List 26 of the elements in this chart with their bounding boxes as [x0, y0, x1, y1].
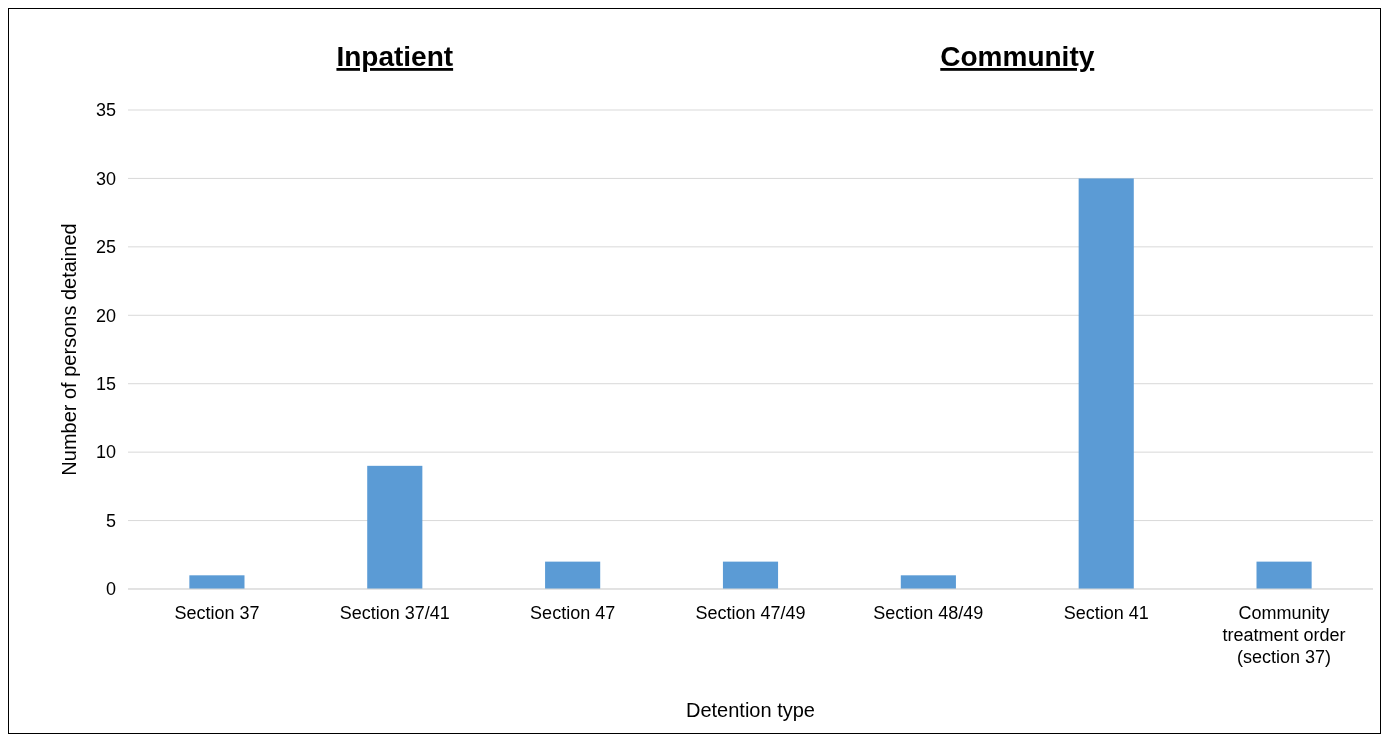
- x-tick-label: Section 37/41: [339, 603, 450, 623]
- bar: [722, 561, 779, 589]
- y-tick-label: 35: [95, 100, 116, 121]
- y-tick-label: 5: [105, 510, 116, 531]
- bar: [1256, 561, 1312, 589]
- y-tick-label: 20: [95, 305, 116, 326]
- y-tick-label: 15: [95, 374, 116, 395]
- y-tick-label: 25: [95, 237, 116, 258]
- bar: [1078, 178, 1134, 589]
- y-tick-label: 30: [95, 168, 116, 189]
- y-tick-label: 0: [105, 579, 116, 600]
- x-tick-label: Section 48/49: [873, 603, 984, 623]
- bar: [189, 575, 245, 589]
- x-tick-label: Section 47: [530, 603, 616, 623]
- x-tick-label: Community treatment order (section 37): [1222, 603, 1346, 667]
- x-tick-label: Section 47/49: [695, 603, 806, 623]
- x-axis-title: Detention type: [686, 699, 815, 721]
- text: Inpatient: [336, 41, 454, 72]
- bar: [545, 561, 601, 589]
- y-axis-title: Number of persons detained: [58, 223, 80, 476]
- text: Community: [940, 41, 1095, 72]
- bar: [367, 465, 423, 589]
- x-tick-label: Section 41: [1063, 603, 1149, 623]
- x-tick-label: Section 37: [174, 603, 260, 623]
- y-tick-label: 10: [95, 442, 116, 463]
- bar: [900, 575, 956, 589]
